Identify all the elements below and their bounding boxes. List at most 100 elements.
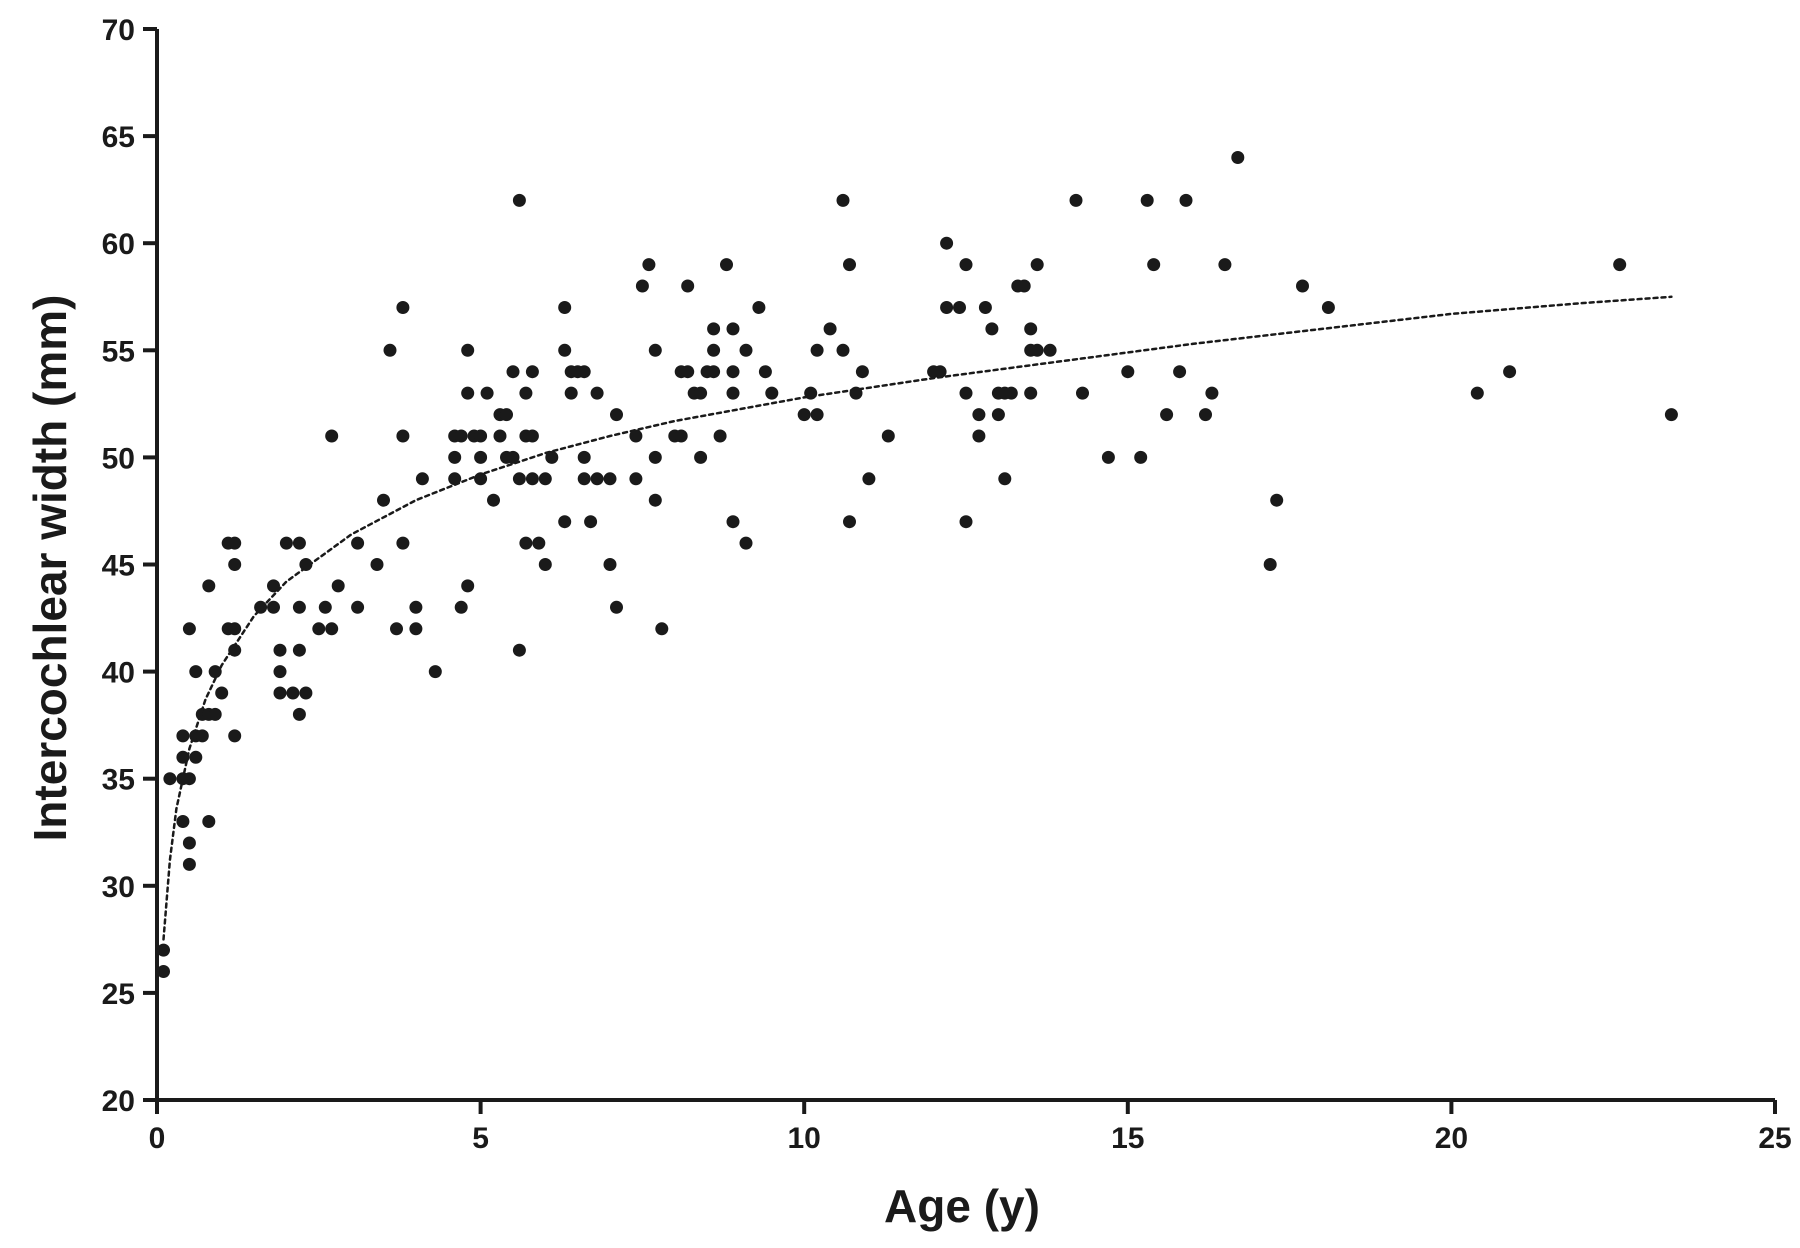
y-tick-label: 35 bbox=[102, 764, 135, 797]
data-point bbox=[267, 600, 280, 614]
data-point bbox=[189, 665, 203, 679]
x-tick-label: 20 bbox=[1435, 1122, 1468, 1155]
data-point bbox=[558, 343, 572, 357]
data-point bbox=[635, 279, 649, 293]
data-point bbox=[558, 515, 572, 529]
data-point bbox=[396, 301, 410, 314]
data-point bbox=[228, 622, 242, 636]
data-point bbox=[487, 493, 500, 507]
data-point bbox=[286, 686, 300, 700]
data-point bbox=[1321, 301, 1335, 314]
data-point bbox=[189, 750, 203, 764]
y-tick-label: 20 bbox=[102, 1085, 135, 1118]
data-point bbox=[279, 536, 293, 550]
trend-line-layer bbox=[162, 295, 1673, 941]
data-point bbox=[648, 493, 662, 507]
data-point bbox=[648, 450, 662, 464]
data-point bbox=[1296, 279, 1309, 293]
data-point bbox=[577, 365, 591, 379]
data-point bbox=[512, 472, 526, 486]
data-point bbox=[810, 343, 824, 357]
data-point bbox=[603, 558, 617, 571]
data-point bbox=[267, 579, 280, 593]
x-axis-label: Age (y) bbox=[884, 1180, 1040, 1232]
x-tick-label: 25 bbox=[1758, 1122, 1791, 1155]
data-point bbox=[545, 450, 559, 464]
trend-line bbox=[162, 295, 1673, 941]
data-point bbox=[312, 622, 326, 636]
data-point bbox=[648, 343, 662, 357]
data-point bbox=[991, 408, 1005, 422]
data-point bbox=[512, 643, 526, 657]
data-point bbox=[493, 429, 507, 443]
data-point bbox=[720, 258, 733, 272]
data-point bbox=[953, 301, 966, 314]
data-point bbox=[1140, 193, 1154, 207]
data-point bbox=[454, 600, 468, 614]
data-point bbox=[525, 429, 539, 443]
data-point bbox=[195, 729, 209, 743]
data-point bbox=[584, 515, 598, 529]
data-point bbox=[655, 622, 669, 636]
data-point bbox=[1017, 279, 1031, 293]
data-point bbox=[1470, 386, 1484, 400]
data-point bbox=[228, 536, 242, 550]
data-point bbox=[157, 965, 170, 978]
data-point bbox=[855, 365, 869, 379]
data-point bbox=[726, 322, 740, 336]
data-point bbox=[765, 386, 779, 400]
y-tick-label: 70 bbox=[102, 14, 135, 47]
data-point bbox=[713, 429, 727, 443]
y-tick-label: 30 bbox=[102, 871, 135, 904]
data-point bbox=[933, 365, 947, 379]
data-point bbox=[707, 343, 721, 357]
data-point bbox=[972, 429, 986, 443]
data-point bbox=[1173, 365, 1187, 379]
data-point bbox=[390, 622, 403, 636]
data-point bbox=[862, 472, 876, 486]
data-point bbox=[292, 707, 306, 721]
data-point bbox=[157, 943, 170, 957]
data-point bbox=[461, 579, 475, 593]
data-point bbox=[182, 772, 196, 786]
data-point bbox=[972, 408, 986, 422]
data-point bbox=[1179, 193, 1193, 207]
data-point bbox=[836, 193, 850, 207]
data-point bbox=[629, 429, 643, 443]
data-point bbox=[1218, 258, 1232, 272]
data-point bbox=[590, 472, 604, 486]
data-point bbox=[500, 408, 513, 422]
data-points-layer bbox=[157, 151, 1678, 978]
y-axis-label: Intercochlear width (mm) bbox=[24, 295, 76, 842]
data-point bbox=[512, 193, 526, 207]
data-point bbox=[577, 450, 591, 464]
data-point bbox=[1043, 343, 1057, 357]
data-point bbox=[1004, 386, 1018, 400]
data-point bbox=[681, 279, 695, 293]
data-point bbox=[538, 472, 552, 486]
data-point bbox=[726, 386, 740, 400]
data-point bbox=[228, 643, 242, 657]
data-point bbox=[461, 343, 475, 357]
x-tick-label: 0 bbox=[149, 1122, 166, 1155]
data-point bbox=[208, 707, 222, 721]
data-point bbox=[415, 472, 429, 486]
data-point bbox=[506, 450, 520, 464]
data-point bbox=[299, 558, 313, 571]
data-point bbox=[409, 622, 423, 636]
data-point bbox=[461, 386, 475, 400]
y-tick-label: 40 bbox=[102, 657, 135, 690]
data-point bbox=[610, 600, 623, 614]
y-tick-label: 25 bbox=[102, 978, 135, 1011]
y-tick-label: 55 bbox=[102, 335, 135, 368]
data-point bbox=[629, 472, 643, 486]
data-point bbox=[739, 536, 753, 550]
data-point bbox=[292, 536, 306, 550]
data-point bbox=[603, 472, 617, 486]
data-point bbox=[1024, 386, 1038, 400]
data-point bbox=[292, 643, 306, 657]
data-point bbox=[940, 301, 954, 314]
data-point bbox=[642, 258, 656, 272]
